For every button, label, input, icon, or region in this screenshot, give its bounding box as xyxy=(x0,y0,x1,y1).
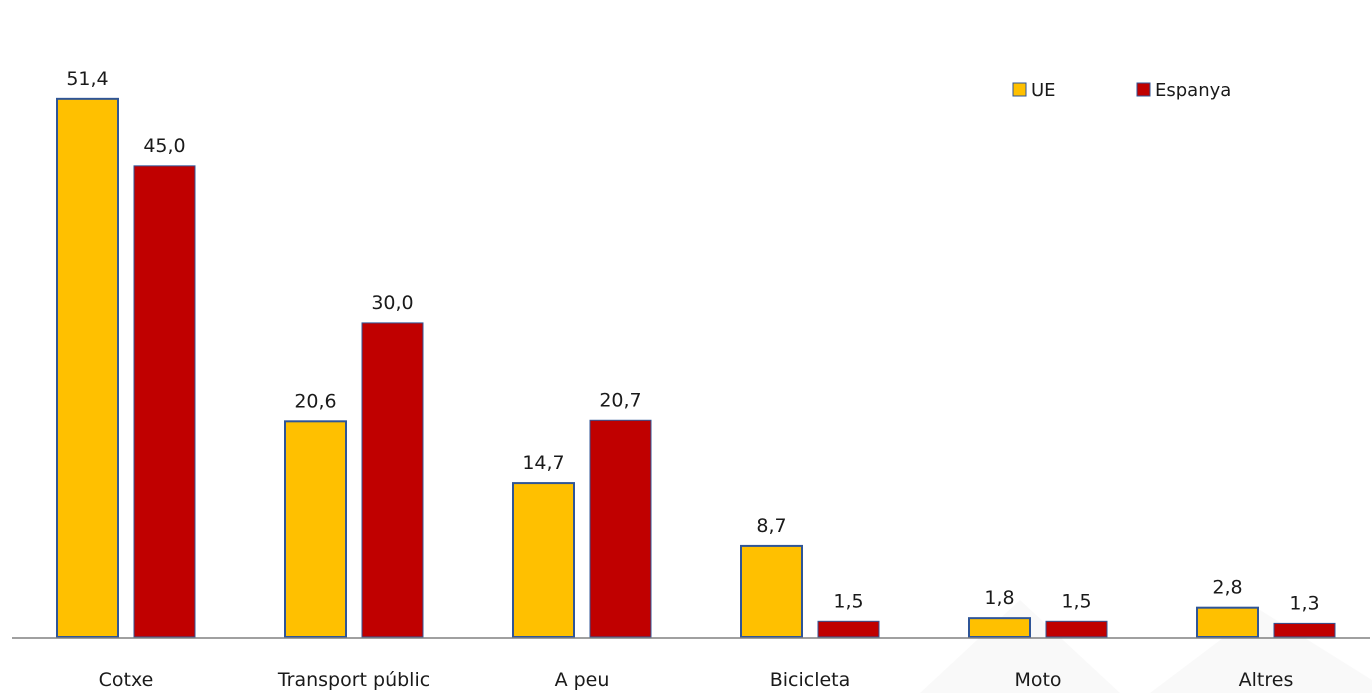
legend: UE Espanya xyxy=(1012,80,1231,101)
value-label-espanya-transport-public: 30,0 xyxy=(371,292,413,314)
legend-label-ue: UE xyxy=(1031,80,1056,101)
legend-swatch-ue xyxy=(1012,82,1027,97)
bar-ue-cotxe xyxy=(56,97,119,639)
watermark-graphic xyxy=(920,600,1372,693)
bar-espanya-a-peu xyxy=(589,419,652,638)
bar-espanya-altres xyxy=(1273,622,1336,638)
bar-ue-bicicleta xyxy=(740,544,803,639)
value-label-espanya-moto: 1,5 xyxy=(1061,590,1091,612)
category-label-cotxe: Cotxe xyxy=(99,669,154,691)
category-label-bicicleta: Bicicleta xyxy=(770,669,851,691)
value-label-ue-bicicleta: 8,7 xyxy=(756,515,786,537)
bar-espanya-cotxe xyxy=(133,165,196,638)
category-label-altres: Altres xyxy=(1239,669,1294,691)
value-label-ue-altres: 2,8 xyxy=(1212,577,1242,599)
bar-ue-transport-public xyxy=(284,420,347,638)
value-label-espanya-a-peu: 20,7 xyxy=(599,389,641,411)
bar-espanya-bicicleta xyxy=(817,620,880,638)
bar-ue-a-peu xyxy=(512,482,575,638)
category-label-transport-public: Transport públic xyxy=(277,669,430,691)
category-label-a-peu: A peu xyxy=(555,669,610,691)
bar-espanya-moto xyxy=(1045,620,1108,638)
bar-espanya-transport-public xyxy=(361,322,424,638)
value-label-ue-transport-public: 20,6 xyxy=(294,390,336,412)
value-labels-layer: 51,4 45,0 20,6 30,0 14,7 20,7 8,7 1,5 1,8 1,5 2,8 1… xyxy=(66,68,1319,615)
value-label-espanya-altres: 1,3 xyxy=(1289,592,1319,614)
category-labels-layer: Cotxe Transport públic A peu Bicicleta Moto A… xyxy=(99,669,1294,691)
value-label-ue-a-peu: 14,7 xyxy=(522,452,564,474)
bar-ue-altres xyxy=(1196,606,1259,639)
value-label-ue-moto: 1,8 xyxy=(984,587,1014,609)
value-label-ue-cotxe: 51,4 xyxy=(66,68,108,90)
legend-swatch-espanya xyxy=(1136,82,1151,97)
value-label-espanya-cotxe: 45,0 xyxy=(143,135,185,157)
category-label-moto: Moto xyxy=(1014,669,1061,691)
bar-ue-moto xyxy=(968,617,1031,638)
value-label-espanya-bicicleta: 1,5 xyxy=(833,590,863,612)
bars-layer xyxy=(56,97,1336,639)
legend-label-espanya: Espanya xyxy=(1155,80,1231,101)
